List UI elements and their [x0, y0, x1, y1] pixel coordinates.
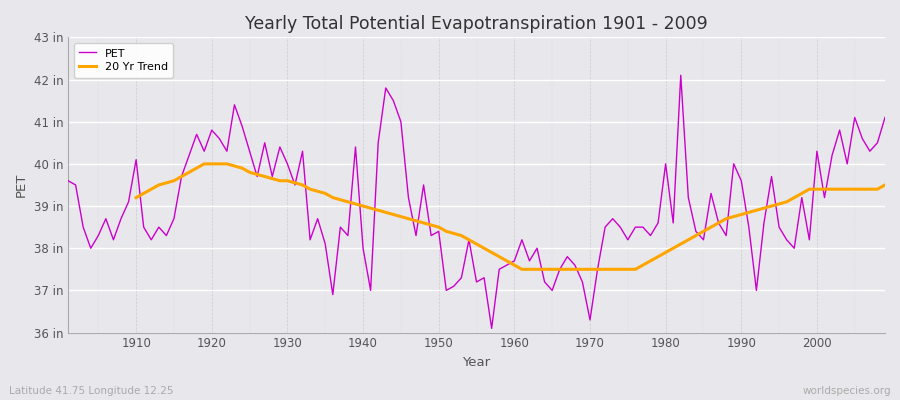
PET: [486, 326, 497, 331]
Y-axis label: PET: PET: [15, 173, 28, 197]
20 Yr Trend: [517, 267, 527, 272]
20 Yr Trend: [879, 182, 890, 187]
PET: [675, 73, 686, 78]
Legend: PET, 20 Yr Trend: PET, 20 Yr Trend: [74, 43, 174, 78]
PET: [879, 115, 890, 120]
Line: 20 Yr Trend: 20 Yr Trend: [136, 164, 885, 269]
20 Yr Trend: [312, 189, 323, 194]
Text: Latitude 41.75 Longitude 12.25: Latitude 41.75 Longitude 12.25: [9, 386, 174, 396]
20 Yr Trend: [130, 195, 141, 200]
Text: worldspecies.org: worldspecies.org: [803, 386, 891, 396]
X-axis label: Year: Year: [463, 356, 491, 369]
20 Yr Trend: [592, 267, 603, 272]
20 Yr Trend: [282, 178, 292, 183]
20 Yr Trend: [857, 187, 868, 192]
PET: [290, 182, 301, 187]
PET: [608, 216, 618, 221]
PET: [517, 237, 527, 242]
PET: [123, 200, 134, 204]
20 Yr Trend: [532, 267, 543, 272]
20 Yr Trend: [834, 187, 845, 192]
20 Yr Trend: [199, 162, 210, 166]
Line: PET: PET: [68, 75, 885, 328]
PET: [63, 178, 74, 183]
Title: Yearly Total Potential Evapotranspiration 1901 - 2009: Yearly Total Potential Evapotranspiratio…: [245, 15, 708, 33]
PET: [508, 258, 519, 263]
PET: [335, 225, 346, 230]
